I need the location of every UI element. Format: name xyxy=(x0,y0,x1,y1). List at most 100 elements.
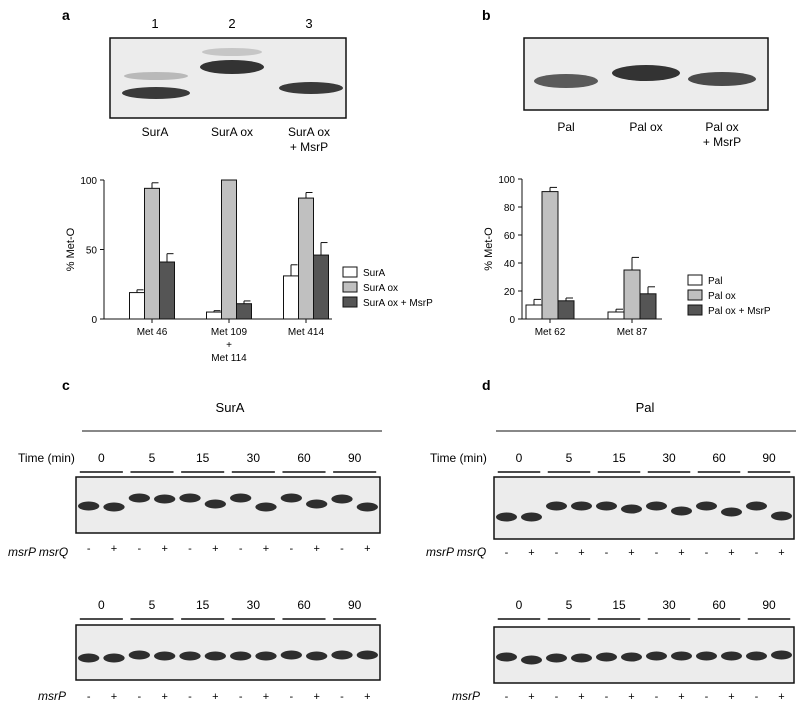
gel-band xyxy=(621,652,642,662)
x-tick-label: Met 414 xyxy=(288,327,325,338)
gel-band xyxy=(571,501,592,511)
panel-a-lane-labels: SurA SurA ox SurA ox + MsrP xyxy=(142,125,330,154)
bar xyxy=(221,179,237,320)
time-point-label: 0 xyxy=(98,451,105,465)
gel-band xyxy=(154,651,176,661)
bar xyxy=(129,292,145,320)
lane-sign: + xyxy=(263,691,269,703)
legend-swatch xyxy=(342,296,358,308)
lane-sign: - xyxy=(188,543,192,555)
gel-band xyxy=(671,651,692,661)
time-point-label: 30 xyxy=(247,451,261,465)
gel-b xyxy=(523,37,769,111)
genotype-label-c-top: msrP msrQ xyxy=(8,545,68,559)
lane-sign: + xyxy=(364,691,370,703)
lane-sign: - xyxy=(289,691,293,703)
lane-label: + MsrP xyxy=(290,140,328,154)
time-label-d: Time (min) xyxy=(430,451,487,465)
x-tick-label: Met 109 xyxy=(211,327,248,338)
lane-sign: - xyxy=(239,691,243,703)
bar xyxy=(541,191,559,320)
gel-frame xyxy=(75,624,381,681)
bar xyxy=(639,293,657,320)
bar-chart-a: 0 50 100 % Met-O Met 46 Met 109 + Met 114 Met 41… xyxy=(65,176,433,364)
legend-label: Pal xyxy=(708,276,722,287)
lane-sign: - xyxy=(137,543,141,555)
lane-sign: - xyxy=(340,691,344,703)
time-point-label: 30 xyxy=(247,598,261,612)
time-point-label: 90 xyxy=(348,598,362,612)
lane-sign: - xyxy=(705,547,709,559)
gel-band xyxy=(331,650,353,660)
panel-b-lane-labels: Pal Pal ox Pal ox + MsrP xyxy=(557,120,741,149)
gel-band xyxy=(696,501,717,511)
gel-band xyxy=(771,650,792,660)
lane-sign: - xyxy=(87,691,91,703)
gel-band xyxy=(612,65,680,81)
legend-swatch xyxy=(687,289,703,301)
gel-frame xyxy=(75,476,381,534)
lane-sign: - xyxy=(239,543,243,555)
gel-band xyxy=(78,653,100,663)
gel-band xyxy=(154,494,176,504)
lane-sign: + xyxy=(313,543,319,555)
y-tick-label: 60 xyxy=(504,231,516,242)
time-point-label: 5 xyxy=(566,451,573,465)
time-point-label: 90 xyxy=(762,451,776,465)
time-point-label: 30 xyxy=(662,451,676,465)
gel-band xyxy=(103,653,125,663)
gel-band xyxy=(255,502,277,512)
time-point-label: 15 xyxy=(196,598,210,612)
lane-sign: + xyxy=(528,547,534,559)
time-label-c: Time (min) xyxy=(18,451,75,465)
gel-band xyxy=(356,502,378,512)
panel-letter-a: a xyxy=(62,7,70,23)
time-point-label: 0 xyxy=(516,598,523,612)
lane-label: Pal ox xyxy=(705,120,738,134)
panel-letter-b: b xyxy=(482,7,491,23)
sign-row-c-bottom: - + - + - + - + - + - + xyxy=(87,691,371,703)
x-tick-label: Met 114 xyxy=(211,353,247,364)
gel-band xyxy=(179,651,201,661)
gel-band xyxy=(255,651,277,661)
lane-sign: - xyxy=(555,547,559,559)
bar xyxy=(623,269,641,320)
gel-band xyxy=(124,72,188,80)
legend-label: SurA ox xyxy=(363,283,398,294)
bar xyxy=(313,254,329,320)
legend-swatch xyxy=(687,304,703,316)
lane-sign: + xyxy=(628,547,634,559)
y-tick-label: 80 xyxy=(504,203,516,214)
gel-band xyxy=(230,651,252,661)
gel-band xyxy=(280,650,302,660)
gel-band xyxy=(122,87,190,99)
lane-label: + MsrP xyxy=(703,135,741,149)
legend-label: SurA xyxy=(363,268,386,279)
lane-sign: - xyxy=(289,543,293,555)
gel-band xyxy=(103,502,125,512)
gel-band xyxy=(78,501,100,511)
lane-number: 2 xyxy=(228,16,235,31)
lane-sign: + xyxy=(728,547,734,559)
y-tick-label: 0 xyxy=(509,315,515,326)
protein-label-c: SurA xyxy=(216,400,245,415)
gel-band xyxy=(306,499,328,509)
gel-band xyxy=(204,651,226,661)
lane-sign: - xyxy=(655,691,659,703)
legend-label: SurA ox + MsrP xyxy=(363,298,433,309)
gel-band xyxy=(230,493,252,503)
gel-band xyxy=(521,512,542,522)
gel-band xyxy=(746,651,767,661)
gel-band xyxy=(671,506,692,516)
time-point-label: 15 xyxy=(612,598,626,612)
gel-band xyxy=(128,650,150,660)
time-point-label: 90 xyxy=(762,598,776,612)
lane-label: SurA xyxy=(142,125,169,139)
legend-swatch xyxy=(342,281,358,293)
bar xyxy=(298,197,314,320)
gel-c-top xyxy=(75,476,381,534)
time-point-label: 30 xyxy=(662,598,676,612)
time-point-label: 5 xyxy=(566,598,573,612)
panel-letter-d: d xyxy=(482,377,491,393)
